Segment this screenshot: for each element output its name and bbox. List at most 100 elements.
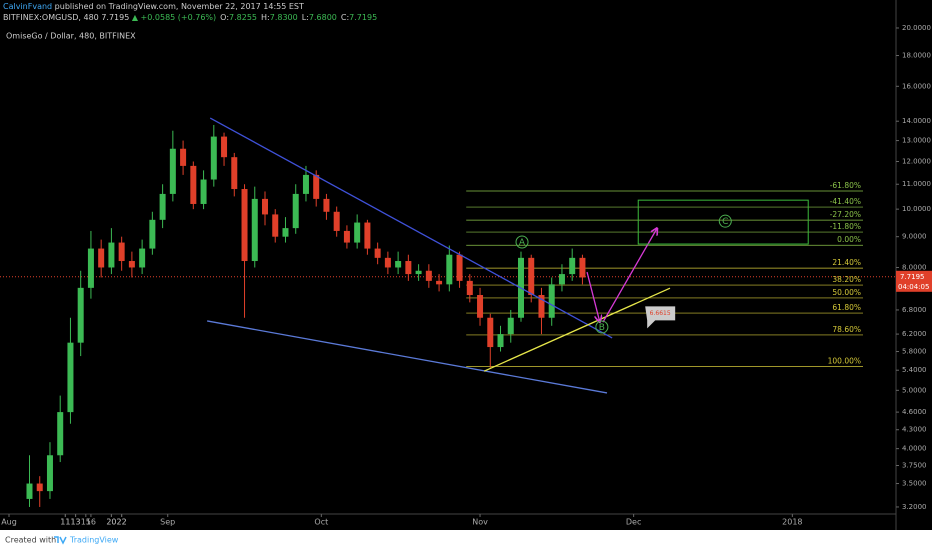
candle-body <box>569 257 576 275</box>
fib-label: -61.80% <box>830 181 861 190</box>
candle-body <box>528 257 535 296</box>
background <box>0 0 932 530</box>
x-tick-label: 11 <box>60 518 70 527</box>
wave-circle <box>718 214 732 228</box>
y-tick-label: 18.0000 <box>902 52 931 60</box>
y-tick-label: 3.5000 <box>902 480 927 488</box>
candle-body <box>538 295 545 318</box>
candle-body <box>456 254 463 281</box>
x-tick-label: Oct <box>314 518 328 527</box>
x-tick-label: Sep <box>160 518 175 527</box>
y-tick-label: 16.0000 <box>902 82 931 90</box>
y-tick-label: 4.0000 <box>902 445 927 453</box>
x-tick-label: 22 <box>117 518 127 527</box>
pane-title: OmiseGo / Dollar, 480, BITFINEX <box>6 32 136 41</box>
y-tick-label: 4.3000 <box>902 426 927 434</box>
footer-created: Created with <box>5 536 56 545</box>
ohlc-key: H: <box>261 13 270 22</box>
wave-circle <box>595 320 609 334</box>
fib-label: 78.60% <box>832 325 861 334</box>
x-tick-label: Dec <box>626 518 641 527</box>
wave-label: C <box>722 217 728 227</box>
footer-brand: TradingView <box>69 536 119 545</box>
trendline <box>207 320 608 394</box>
ohlc-value: 7.7195 <box>349 13 377 22</box>
candle-body <box>354 222 361 243</box>
y-tick-label: 6.8000 <box>902 306 927 314</box>
candle-body <box>436 280 443 285</box>
candle-body <box>46 455 53 492</box>
candle-body <box>395 261 402 268</box>
y-tick-label: 8.0000 <box>902 263 927 271</box>
candle-body <box>497 334 504 348</box>
candle-body <box>415 270 422 275</box>
candle-body <box>477 295 484 318</box>
header-line-1: CalvinFvand published on TradingView.com… <box>3 2 304 11</box>
fib-label: 21.40% <box>832 258 861 267</box>
price: 7.7195 <box>101 13 129 22</box>
y-tick-label: 3.2000 <box>902 503 927 511</box>
ohlc-value: 7.8255 <box>229 13 257 22</box>
x-tick-label: 13 <box>70 518 80 527</box>
candle-body <box>57 412 64 456</box>
fib-label: -41.40% <box>830 197 861 206</box>
ohlc-key: O: <box>220 13 229 22</box>
x-tick-label: 22 <box>117 518 127 527</box>
last-price-label: 7.7195 <box>900 273 925 281</box>
x-tick-label: Nov <box>472 518 488 527</box>
y-tick-label: 14.0000 <box>902 117 931 125</box>
candle-body <box>579 257 586 278</box>
candle-body <box>210 136 217 180</box>
footer <box>0 530 932 550</box>
candle-body <box>425 270 432 281</box>
last-price-tag <box>896 270 932 292</box>
candle-body <box>405 261 412 275</box>
candle-body <box>118 242 125 262</box>
candle-body <box>282 228 289 237</box>
x-tick-label: 13 <box>70 518 80 527</box>
ohlc-key: L: <box>302 13 309 22</box>
fib-label: 50.00% <box>832 288 861 297</box>
ohlc-value: 7.6800 <box>309 13 337 22</box>
candle-body <box>333 211 340 231</box>
candle-body <box>558 274 565 285</box>
candle-body <box>180 148 187 166</box>
wave-label: A <box>519 238 526 248</box>
candle-body <box>149 219 156 249</box>
candle-body <box>262 198 269 215</box>
x-tick-label: 11 <box>60 518 70 527</box>
x-tick-label: Aug <box>1 518 17 527</box>
candle-body <box>200 179 207 204</box>
target-box <box>637 199 809 245</box>
x-tick-label: 15 <box>81 518 91 527</box>
candle-body <box>108 242 115 268</box>
author: CalvinFvand <box>3 2 52 11</box>
candle-body <box>98 248 105 268</box>
x-tick-label: 20 <box>106 518 116 527</box>
fib-label: 0.00% <box>837 235 861 244</box>
header-line-2: BITFINEX:OMGUSD, 480 7.7195 ▲ +0.0585 (+… <box>3 13 377 22</box>
trendline <box>483 287 671 372</box>
candle-body <box>190 165 197 204</box>
candle-body <box>507 317 514 335</box>
x-tick-label: 16 <box>86 518 96 527</box>
candle-body <box>231 157 238 190</box>
callout-label: 6.6615 <box>650 310 671 317</box>
ohlc-value: 7.8300 <box>270 13 298 22</box>
logo <box>54 536 67 545</box>
y-tick-label: 13.0000 <box>902 137 931 145</box>
fib-label: -27.20% <box>830 210 861 219</box>
y-tick-label: 3.7500 <box>902 462 927 470</box>
trendline <box>209 117 613 339</box>
candle-body <box>251 198 258 262</box>
candle-body <box>221 136 228 158</box>
wave-circle <box>515 235 529 249</box>
y-tick-label: 10.0000 <box>902 205 931 213</box>
candle-body <box>128 261 135 268</box>
candle-body <box>466 280 473 296</box>
y-tick-label: 4.6000 <box>902 408 927 416</box>
ohlc-key: C: <box>341 13 349 22</box>
y-tick-label: 20.0000 <box>902 24 931 32</box>
callout-box <box>645 306 676 329</box>
arrow <box>586 271 600 322</box>
